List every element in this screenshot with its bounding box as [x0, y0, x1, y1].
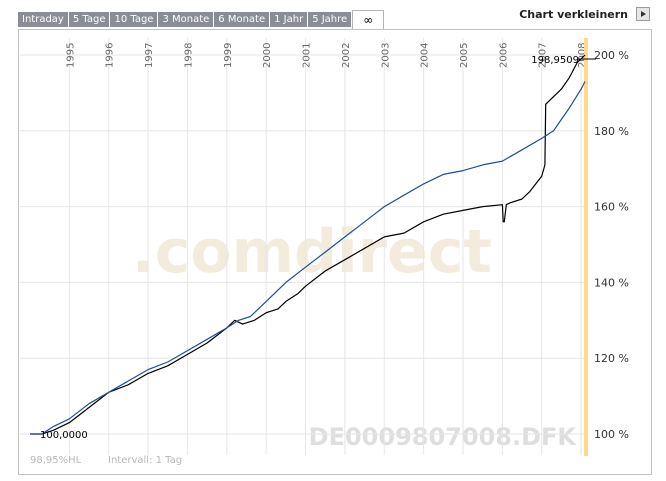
tab-2[interactable]: 10 Tage: [110, 12, 158, 27]
tab-1[interactable]: 5 Tage: [68, 12, 110, 27]
chevron-right-icon[interactable]: [636, 7, 650, 21]
y-tick-label: 200 %: [594, 49, 629, 62]
tab-0[interactable]: Intraday: [18, 12, 68, 27]
chart-shrink-label[interactable]: Chart verkleinern: [519, 7, 628, 21]
tab-7[interactable]: ∞: [352, 10, 385, 29]
footer-hl-label: 98,95%HL: [30, 455, 82, 466]
y-tick-label: 160 %: [594, 201, 629, 214]
latest-highlight-band: [584, 38, 588, 456]
series-line-0: [30, 54, 586, 435]
y-tick-label: 180 %: [594, 125, 629, 138]
chart-frame: [18, 29, 652, 475]
last-value-label: 198,9509: [531, 55, 579, 66]
tab-3[interactable]: 3 Monate: [158, 12, 214, 27]
chart-shrink-control[interactable]: Chart verkleinern: [519, 7, 650, 21]
y-tick-label: 120 %: [594, 352, 629, 365]
watermark-logo: .comdirect: [132, 217, 492, 287]
tab-5[interactable]: 1 Jahr: [270, 12, 308, 27]
tab-4[interactable]: 6 Monate: [214, 12, 270, 27]
timeframe-tabs: Intraday 5 Tage 10 Tage 3 Monate 6 Monate 1 J…: [18, 10, 385, 29]
tab-6[interactable]: 5 Jahre: [308, 12, 352, 27]
watermark-isin: DE0009807008.DFK: [309, 423, 578, 451]
y-tick-label: 140 %: [594, 276, 629, 289]
y-tick-label: 100 %: [594, 428, 629, 441]
series-line-1: [30, 81, 586, 435]
start-value-label: 100,0000: [40, 430, 88, 441]
footer-interval-label: Intervall: 1 Tag: [108, 455, 183, 466]
